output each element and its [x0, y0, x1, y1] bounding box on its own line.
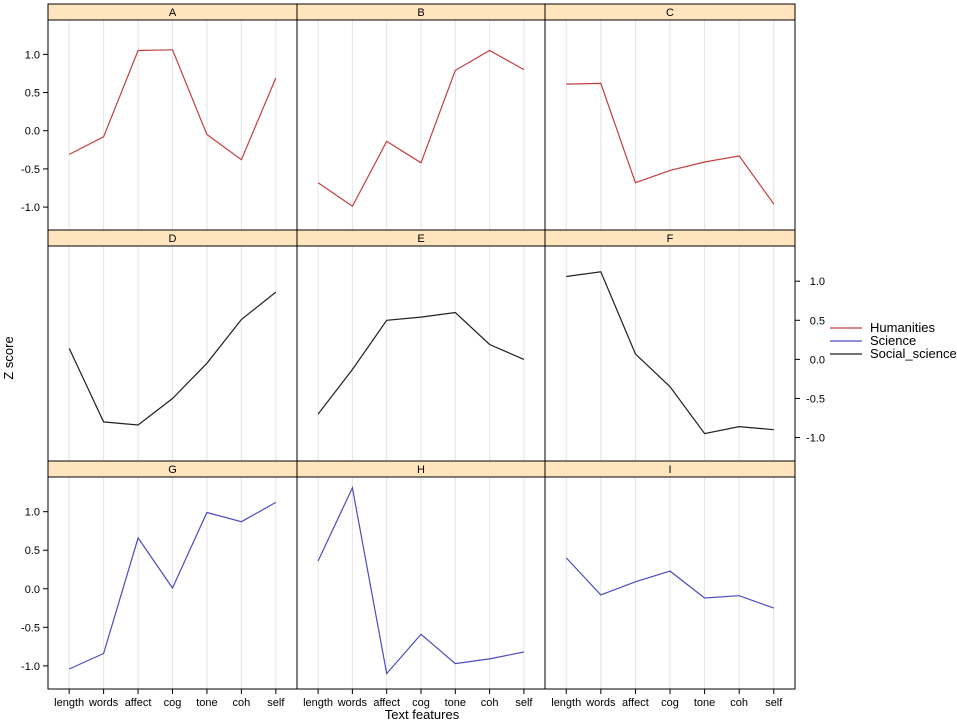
x-tick-label: affect — [622, 697, 649, 709]
y-tick-label: 0.0 — [810, 354, 825, 366]
panel-A: A — [47, 3, 298, 231]
y-tick-label: -0.5 — [21, 164, 40, 176]
y-tick-label: -0.5 — [21, 622, 40, 634]
panel-C: C — [544, 3, 796, 231]
x-tick-label: self — [267, 697, 285, 709]
y-tick-label: -1.0 — [21, 661, 40, 673]
strip-label-C: C — [666, 7, 674, 19]
strip-label-B: B — [417, 7, 424, 19]
panel-I: I — [544, 460, 796, 690]
series-line-E — [317, 311, 525, 415]
panel-E: E — [296, 229, 546, 462]
series-line-C — [566, 82, 775, 205]
y-tick-label: 0.5 — [810, 315, 825, 327]
panel-B: B — [296, 3, 546, 231]
x-tick-label: length — [54, 697, 84, 709]
panel-H: H — [296, 460, 546, 690]
x-tick-label: self — [765, 697, 783, 709]
x-axis-title: Text features — [385, 707, 460, 722]
series-line-B — [317, 49, 525, 208]
series-line-G — [68, 501, 277, 670]
y-tick-label: 0.5 — [25, 88, 40, 100]
x-tick-label: words — [585, 697, 616, 709]
strip-label-F: F — [667, 233, 674, 245]
y-tick-label: 0.0 — [25, 584, 40, 596]
x-tick-label: cog — [661, 697, 679, 709]
y-tick-label: -1.0 — [806, 433, 825, 445]
x-tick-label: coh — [730, 697, 748, 709]
strip-label-D: D — [169, 233, 177, 245]
panels-group: A B C D E F G H I — [47, 3, 796, 690]
x-tick-label: cog — [412, 697, 430, 709]
strip-label-G: G — [168, 464, 177, 476]
x-tick-label: words — [337, 697, 368, 709]
y-tick-label: 1.0 — [25, 49, 40, 61]
x-tick-label: coh — [481, 697, 499, 709]
x-tick-label: tone — [196, 697, 217, 709]
x-tick-label: affect — [373, 697, 400, 709]
series-line-I — [565, 557, 775, 609]
series-line-F — [566, 271, 774, 435]
y-tick-label: 1.0 — [25, 507, 40, 519]
y-tick-label: -0.5 — [806, 393, 825, 405]
series-line-A — [68, 49, 277, 161]
x-tick-label: tone — [694, 697, 715, 709]
strip-label-H: H — [417, 464, 425, 476]
x-tick-label: self — [515, 697, 533, 709]
y-tick-label: 1.0 — [810, 276, 825, 288]
strip-label-I: I — [668, 464, 671, 476]
x-tick-label: tone — [445, 697, 466, 709]
x-tick-label: affect — [125, 697, 152, 709]
panel-G: G — [47, 460, 298, 690]
series-line-D — [68, 291, 277, 426]
axes-group: -1.0 -0.5 0.0 0.5 1.0 -1.0 -0.5 0.0 0.5 1.0 -1.0 -0… — [21, 49, 825, 709]
legend-label-social_science: Social_science — [870, 346, 957, 361]
x-tick-label: length — [551, 697, 581, 709]
y-tick-label: 0.0 — [25, 126, 40, 138]
y-tick-label: -1.0 — [21, 202, 40, 214]
series-line-H — [317, 485, 525, 675]
strip-label-A: A — [169, 7, 177, 19]
x-tick-label: words — [88, 697, 119, 709]
x-tick-label: length — [303, 697, 333, 709]
x-tick-label: cog — [164, 697, 182, 709]
y-axis-title: Z score — [1, 336, 16, 379]
panel-F: F — [544, 229, 796, 462]
panel-D: D — [47, 229, 298, 462]
legend-label-humanities: Humanities — [870, 320, 936, 335]
strip-label-E: E — [417, 233, 424, 245]
x-tick-label: coh — [233, 697, 251, 709]
y-tick-label: 0.5 — [25, 545, 40, 557]
legend-label-science: Science — [870, 333, 916, 348]
